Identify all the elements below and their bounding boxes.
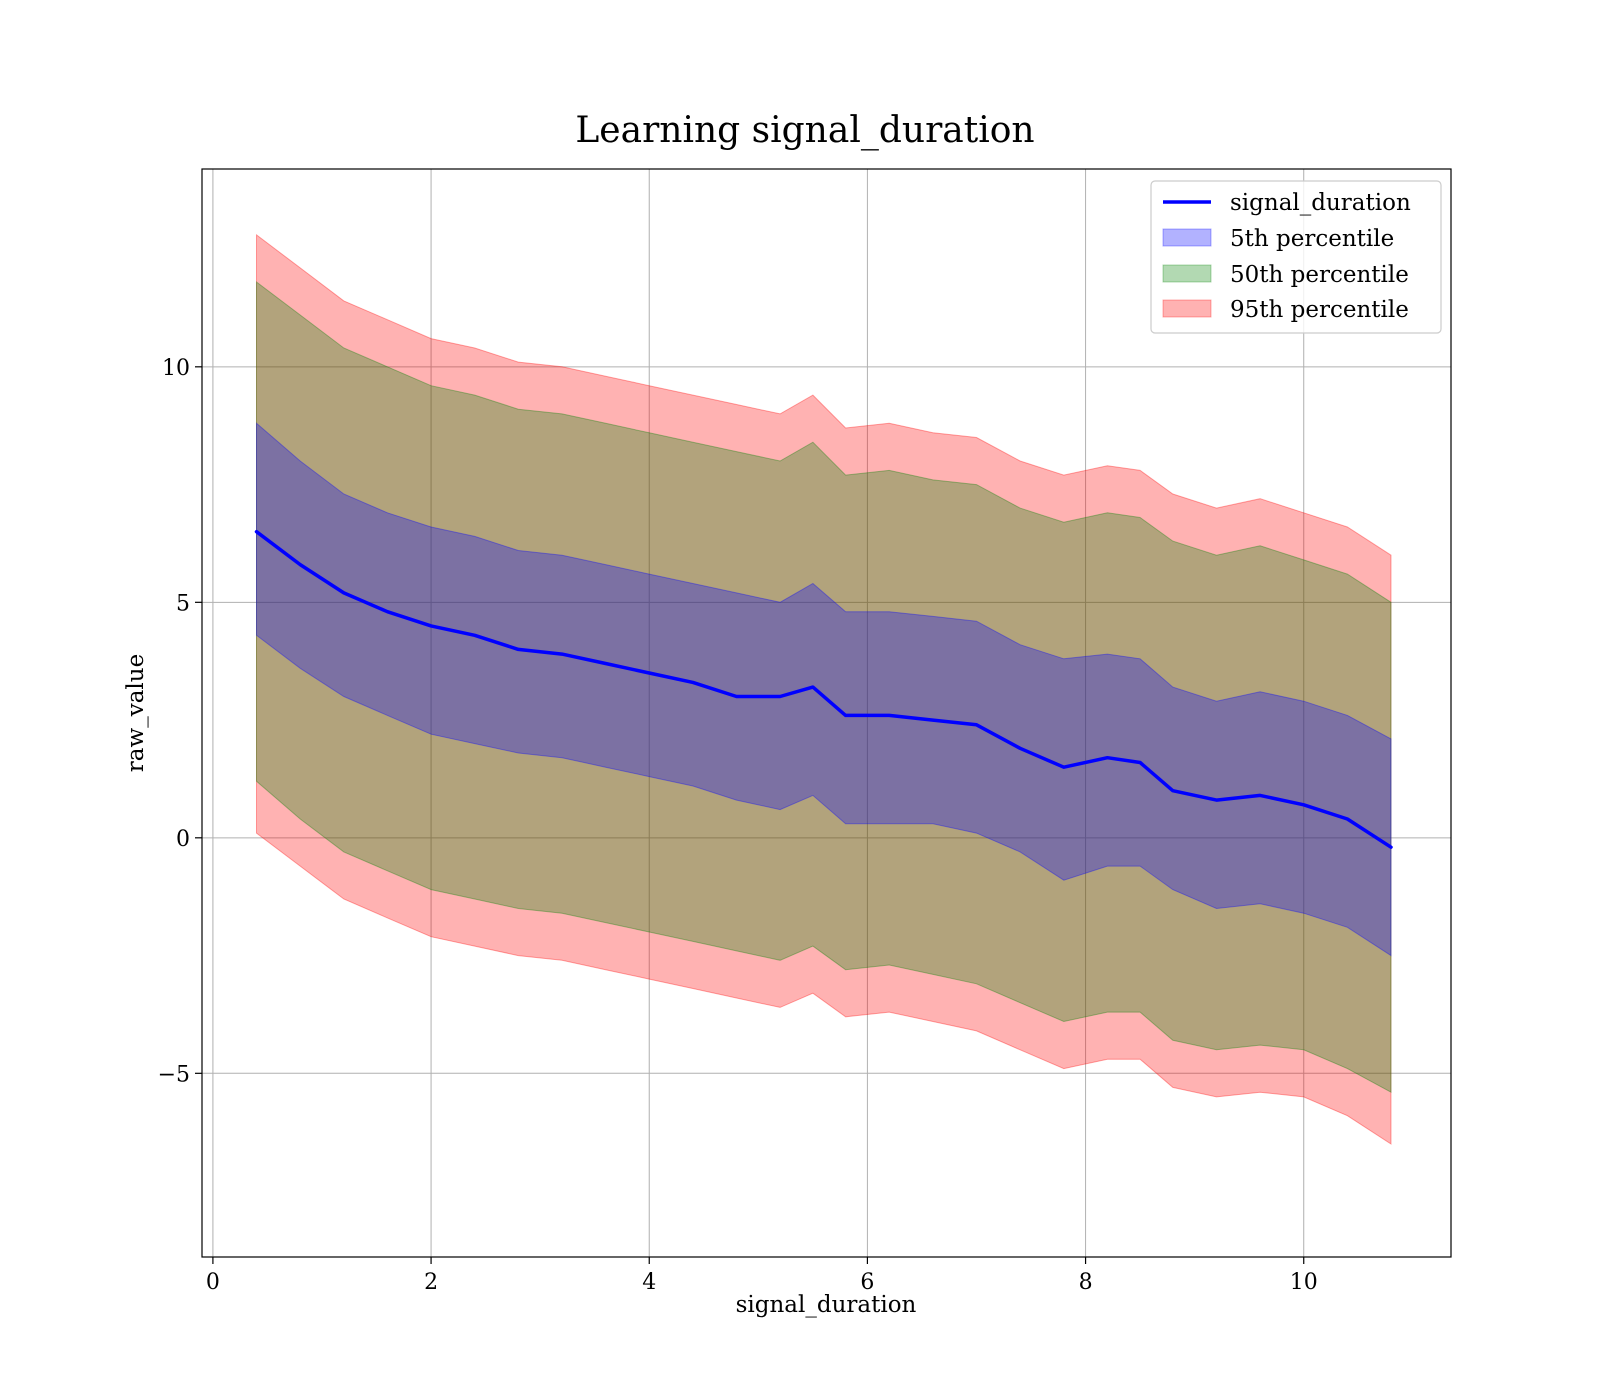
- x-axis-label: signal_duration: [736, 1292, 917, 1318]
- y-tick-label: −5: [158, 1062, 190, 1087]
- series-line-signal-duration: [254, 529, 1393, 849]
- plot-frame: [201, 168, 1452, 1258]
- legend-swatch-50th: [1162, 264, 1212, 283]
- legend-label-50th: 50th percentile: [1230, 262, 1409, 288]
- chart-title: Learning signal_duration: [575, 110, 1034, 151]
- y-tick-label: 5: [176, 591, 190, 616]
- x-tick-label: 4: [642, 1270, 656, 1295]
- legend-label-signal-duration: signal_duration: [1230, 190, 1411, 216]
- x-tick-label: 2: [424, 1270, 438, 1295]
- legend-label-5th: 5th percentile: [1230, 226, 1394, 252]
- legend-swatch-95th: [1162, 299, 1212, 318]
- percentile-bands: [256, 233, 1392, 1145]
- y-ticks: −5 0 5 10: [158, 356, 202, 1087]
- x-ticks: 0 2 4 6 8 10: [206, 1257, 1318, 1295]
- y-tick-label: 0: [176, 827, 190, 852]
- legend: signal_duration 5th percentile 50th perc…: [1150, 180, 1442, 334]
- band-95th-percentile: [256, 233, 1392, 1145]
- band-50th-percentile: [256, 280, 1392, 1094]
- x-tick-label: 6: [860, 1270, 874, 1295]
- grid: [202, 169, 1451, 1257]
- x-tick-label: 8: [1079, 1270, 1093, 1295]
- band-5th-percentile: [256, 422, 1392, 957]
- y-tick-label: 10: [162, 356, 190, 381]
- legend-box: [1150, 180, 1442, 334]
- legend-swatch-5th: [1162, 228, 1212, 247]
- legend-label-95th: 95th percentile: [1230, 297, 1409, 323]
- x-tick-label: 10: [1290, 1270, 1318, 1295]
- series-line-layer: [254, 529, 1393, 849]
- x-tick-label: 0: [206, 1270, 220, 1295]
- y-axis-label: raw_value: [123, 654, 149, 772]
